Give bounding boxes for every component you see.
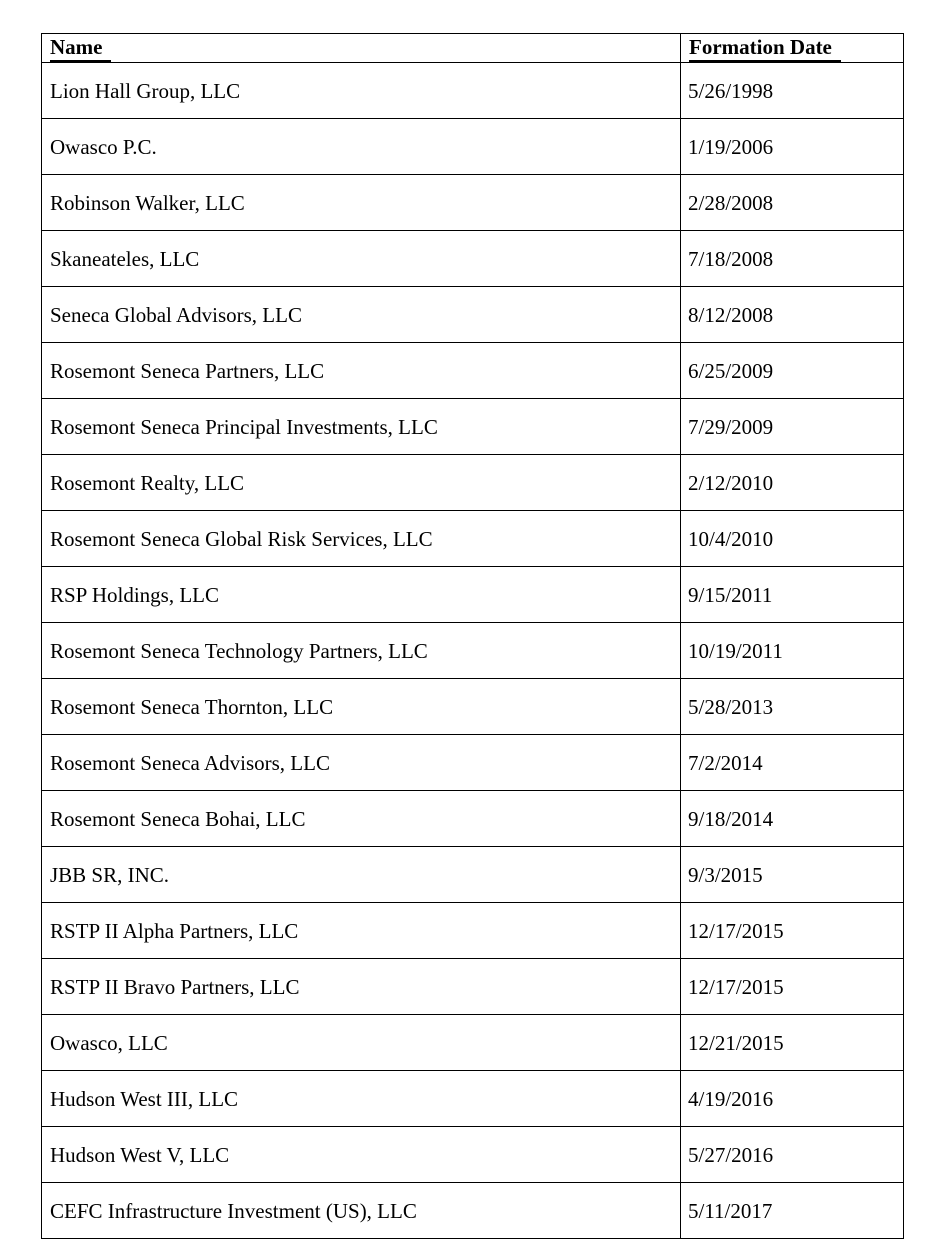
cell-entity-name: RSTP II Bravo Partners, LLC — [41, 958, 681, 1016]
cell-formation-date: 1/19/2006 — [680, 118, 904, 176]
table-row: CEFC Infrastructure Investment (US), LLC… — [41, 1182, 904, 1240]
table-row: Rosemont Realty, LLC 2/12/2010 — [41, 454, 904, 512]
cell-formation-date: 2/12/2010 — [680, 454, 904, 512]
cell-entity-name: Owasco, LLC — [41, 1014, 681, 1072]
column-header-name: Name — [41, 32, 681, 64]
cell-formation-date: 10/19/2011 — [680, 622, 904, 680]
table-row: Rosemont Seneca Principal Investments, L… — [41, 398, 904, 456]
table-row: Rosemont Seneca Technology Partners, LLC… — [41, 622, 904, 680]
column-header-formation-date: Formation Date — [680, 32, 904, 64]
cell-formation-date: 5/27/2016 — [680, 1126, 904, 1184]
table-row: Owasco P.C. 1/19/2006 — [41, 118, 904, 176]
cell-entity-name: Lion Hall Group, LLC — [41, 62, 681, 120]
cell-formation-date: 5/28/2013 — [680, 678, 904, 736]
column-header-formation-date-label: Formation Date — [689, 35, 841, 62]
cell-formation-date: 12/17/2015 — [680, 902, 904, 960]
cell-entity-name: Rosemont Seneca Advisors, LLC — [41, 734, 681, 792]
cell-entity-name: Seneca Global Advisors, LLC — [41, 286, 681, 344]
cell-entity-name: Rosemont Seneca Thornton, LLC — [41, 678, 681, 736]
table-row: Rosemont Seneca Bohai, LLC 9/18/2014 — [41, 790, 904, 848]
cell-formation-date: 12/21/2015 — [680, 1014, 904, 1072]
entity-formation-table: Name Formation Date Lion Hall Group, LLC… — [41, 32, 904, 1240]
table-row: Robinson Walker, LLC 2/28/2008 — [41, 174, 904, 232]
table-row: RSTP II Bravo Partners, LLC 12/17/2015 — [41, 958, 904, 1016]
table-row: Rosemont Seneca Advisors, LLC 7/2/2014 — [41, 734, 904, 792]
table-row: Seneca Global Advisors, LLC 8/12/2008 — [41, 286, 904, 344]
cell-formation-date: 5/26/1998 — [680, 62, 904, 120]
cell-formation-date: 7/18/2008 — [680, 230, 904, 288]
cell-entity-name: RSP Holdings, LLC — [41, 566, 681, 624]
cell-entity-name: Hudson West III, LLC — [41, 1070, 681, 1128]
table-row: Hudson West V, LLC 5/27/2016 — [41, 1126, 904, 1184]
cell-entity-name: Skaneateles, LLC — [41, 230, 681, 288]
cell-formation-date: 2/28/2008 — [680, 174, 904, 232]
table-row: RSP Holdings, LLC 9/15/2011 — [41, 566, 904, 624]
cell-entity-name: Rosemont Seneca Global Risk Services, LL… — [41, 510, 681, 568]
cell-entity-name: Rosemont Seneca Principal Investments, L… — [41, 398, 681, 456]
cell-entity-name: Rosemont Seneca Bohai, LLC — [41, 790, 681, 848]
table-header: Name Formation Date — [41, 32, 904, 64]
cell-formation-date: 7/2/2014 — [680, 734, 904, 792]
cell-entity-name: Rosemont Realty, LLC — [41, 454, 681, 512]
table-row: Rosemont Seneca Global Risk Services, LL… — [41, 510, 904, 568]
cell-entity-name: CEFC Infrastructure Investment (US), LLC — [41, 1182, 681, 1240]
table-row: RSTP II Alpha Partners, LLC 12/17/2015 — [41, 902, 904, 960]
cell-formation-date: 9/3/2015 — [680, 846, 904, 904]
table-row: Rosemont Seneca Thornton, LLC 5/28/2013 — [41, 678, 904, 736]
cell-formation-date: 9/18/2014 — [680, 790, 904, 848]
cell-entity-name: Robinson Walker, LLC — [41, 174, 681, 232]
cell-entity-name: Rosemont Seneca Technology Partners, LLC — [41, 622, 681, 680]
cell-formation-date: 4/19/2016 — [680, 1070, 904, 1128]
cell-formation-date: 7/29/2009 — [680, 398, 904, 456]
cell-formation-date: 9/15/2011 — [680, 566, 904, 624]
table-header-row: Name Formation Date — [41, 32, 904, 64]
cell-entity-name: Owasco P.C. — [41, 118, 681, 176]
table-row: Lion Hall Group, LLC 5/26/1998 — [41, 62, 904, 120]
cell-formation-date: 8/12/2008 — [680, 286, 904, 344]
table-row: Owasco, LLC 12/21/2015 — [41, 1014, 904, 1072]
column-header-name-label: Name — [50, 35, 112, 62]
cell-formation-date: 5/11/2017 — [680, 1182, 904, 1240]
table-row: Hudson West III, LLC 4/19/2016 — [41, 1070, 904, 1128]
cell-formation-date: 12/17/2015 — [680, 958, 904, 1016]
cell-entity-name: RSTP II Alpha Partners, LLC — [41, 902, 681, 960]
cell-entity-name: Hudson West V, LLC — [41, 1126, 681, 1184]
cell-formation-date: 10/4/2010 — [680, 510, 904, 568]
cell-formation-date: 6/25/2009 — [680, 342, 904, 400]
table-row: Rosemont Seneca Partners, LLC 6/25/2009 — [41, 342, 904, 400]
cell-entity-name: Rosemont Seneca Partners, LLC — [41, 342, 681, 400]
cell-entity-name: JBB SR, INC. — [41, 846, 681, 904]
table-body: Lion Hall Group, LLC 5/26/1998 Owasco P.C.… — [41, 62, 904, 1240]
table-row: Skaneateles, LLC 7/18/2008 — [41, 230, 904, 288]
table-row: JBB SR, INC. 9/3/2015 — [41, 846, 904, 904]
